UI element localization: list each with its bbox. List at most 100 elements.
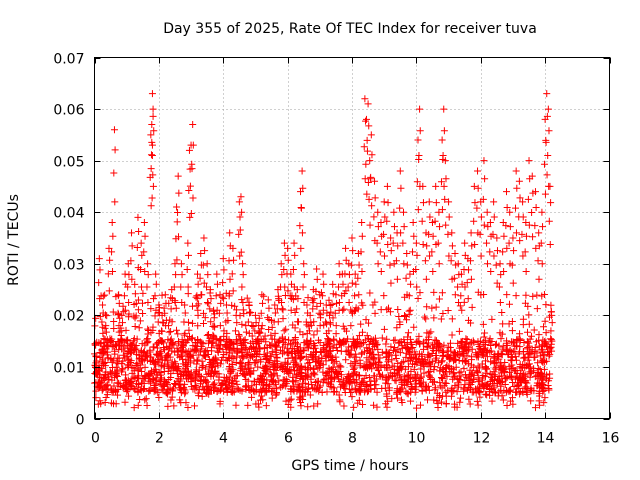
data-point <box>330 388 338 396</box>
data-point <box>134 401 142 409</box>
data-point <box>272 364 280 372</box>
data-point <box>457 394 465 402</box>
data-point <box>392 351 400 359</box>
data-point <box>123 388 131 396</box>
data-point <box>374 208 382 216</box>
data-point <box>343 335 351 343</box>
data-point <box>334 283 342 291</box>
data-point <box>520 339 528 347</box>
data-point <box>240 353 248 361</box>
data-point <box>140 219 148 227</box>
data-point <box>119 319 127 327</box>
data-point <box>484 223 492 231</box>
data-point <box>296 365 304 373</box>
data-point <box>160 382 168 390</box>
data-point <box>219 255 227 263</box>
data-point <box>181 388 189 396</box>
data-point <box>289 377 297 385</box>
data-point <box>102 322 110 330</box>
data-point <box>370 401 378 409</box>
data-point <box>483 239 491 247</box>
data-point <box>405 292 413 300</box>
data-point <box>243 368 251 376</box>
data-point <box>476 364 484 372</box>
chart-title: Day 355 of 2025, Rate Of TEC Index for r… <box>163 21 537 37</box>
data-point <box>524 360 532 368</box>
data-point <box>333 346 341 354</box>
data-point <box>540 160 548 168</box>
data-point <box>311 371 319 379</box>
data-point <box>498 378 506 386</box>
data-point <box>222 289 230 297</box>
data-point <box>487 342 495 350</box>
data-point <box>199 362 207 370</box>
data-point <box>511 375 519 383</box>
data-point <box>131 346 139 354</box>
data-point <box>435 260 443 268</box>
data-point <box>140 379 148 387</box>
data-point <box>536 352 544 360</box>
data-point <box>152 340 160 348</box>
data-point <box>522 219 530 227</box>
data-point <box>140 356 148 364</box>
data-point <box>175 337 183 345</box>
data-point <box>538 208 546 216</box>
data-point <box>205 363 213 371</box>
data-point <box>391 376 399 384</box>
data-point <box>365 356 373 364</box>
data-point <box>403 340 411 348</box>
data-point <box>173 203 181 211</box>
data-point <box>264 296 272 304</box>
x-tick-label: 10 <box>408 431 426 447</box>
data-point <box>330 374 338 382</box>
data-point <box>258 392 266 400</box>
data-point <box>226 349 234 357</box>
data-point <box>539 223 547 231</box>
data-point <box>197 249 205 257</box>
data-point <box>491 388 499 396</box>
data-point <box>432 384 440 392</box>
data-point <box>319 368 327 376</box>
data-point <box>374 351 382 359</box>
data-point <box>315 354 323 362</box>
data-point <box>197 377 205 385</box>
data-point <box>287 385 295 393</box>
data-point <box>310 318 318 326</box>
data-point <box>378 334 386 342</box>
data-point <box>440 127 448 135</box>
data-point <box>467 275 475 283</box>
data-point <box>280 265 288 273</box>
data-point <box>465 316 473 324</box>
data-point <box>204 385 212 393</box>
data-point <box>413 283 421 291</box>
data-point <box>389 239 397 247</box>
data-point <box>232 401 240 409</box>
data-point <box>186 213 194 221</box>
data-point <box>303 373 311 381</box>
data-point <box>505 239 513 247</box>
data-point <box>336 378 344 386</box>
data-point <box>310 402 318 410</box>
data-point <box>533 349 541 357</box>
data-point <box>178 343 186 351</box>
data-point <box>128 229 136 237</box>
data-point <box>175 189 183 197</box>
data-point <box>408 354 416 362</box>
data-point <box>403 389 411 397</box>
data-point <box>447 355 455 363</box>
data-point <box>431 336 439 344</box>
data-point <box>482 390 490 398</box>
data-point <box>118 345 126 353</box>
data-point <box>231 302 239 310</box>
data-point <box>152 270 160 278</box>
data-point <box>203 390 211 398</box>
data-point <box>518 364 526 372</box>
data-point <box>193 292 201 300</box>
data-point <box>333 369 341 377</box>
data-point <box>298 354 306 362</box>
data-point <box>148 138 156 146</box>
data-point <box>164 356 172 364</box>
data-point <box>325 353 333 361</box>
data-point <box>121 270 129 278</box>
data-point <box>296 355 304 363</box>
